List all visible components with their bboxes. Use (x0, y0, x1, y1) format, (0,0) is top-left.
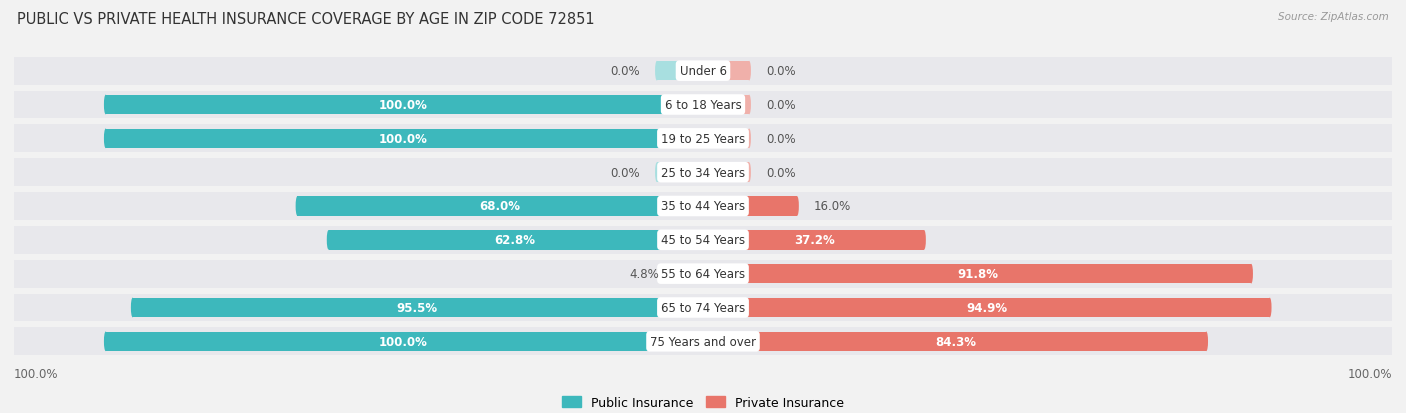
Text: 68.0%: 68.0% (479, 200, 520, 213)
Bar (703, 129, 749, 149)
Text: 25 to 34 Years: 25 to 34 Years (661, 166, 745, 179)
Bar (0, 91, 1406, 119)
Text: 62.8%: 62.8% (495, 234, 536, 247)
Text: 94.9%: 94.9% (967, 301, 1008, 314)
Bar (703, 197, 704, 216)
Text: Source: ZipAtlas.com: Source: ZipAtlas.com (1278, 12, 1389, 22)
Circle shape (655, 163, 658, 183)
Circle shape (675, 264, 678, 284)
Bar (703, 298, 704, 318)
Text: 55 to 64 Years: 55 to 64 Years (661, 268, 745, 280)
Circle shape (748, 163, 751, 183)
Bar (0, 58, 1406, 85)
Circle shape (1250, 264, 1253, 284)
Bar (0, 260, 1406, 288)
Text: Under 6: Under 6 (679, 65, 727, 78)
Bar (702, 163, 703, 183)
Text: 4.8%: 4.8% (630, 268, 659, 280)
Text: 100.0%: 100.0% (14, 367, 59, 380)
Text: 100.0%: 100.0% (380, 335, 427, 348)
Bar (0, 294, 1406, 322)
Text: 0.0%: 0.0% (610, 166, 640, 179)
Bar (105, 332, 703, 351)
Legend: Public Insurance, Private Insurance: Public Insurance, Private Insurance (557, 391, 849, 413)
Bar (703, 95, 704, 115)
Bar (703, 230, 924, 250)
Circle shape (922, 230, 927, 250)
Text: 95.5%: 95.5% (396, 301, 437, 314)
Bar (0, 159, 1406, 187)
Bar (702, 264, 703, 284)
Circle shape (1205, 332, 1208, 351)
Bar (703, 129, 704, 149)
Bar (702, 129, 703, 149)
Text: 16.0%: 16.0% (814, 200, 851, 213)
Circle shape (104, 332, 107, 351)
Text: 6 to 18 Years: 6 to 18 Years (665, 99, 741, 112)
Bar (0, 125, 1406, 153)
Bar (0, 226, 1406, 254)
Text: 45 to 54 Years: 45 to 54 Years (661, 234, 745, 247)
Text: 37.2%: 37.2% (794, 234, 835, 247)
Bar (703, 197, 797, 216)
Text: 91.8%: 91.8% (957, 268, 998, 280)
Circle shape (796, 197, 799, 216)
Bar (0, 192, 1406, 221)
Circle shape (748, 95, 751, 115)
Text: 19 to 25 Years: 19 to 25 Years (661, 133, 745, 145)
Circle shape (104, 95, 107, 115)
Bar (297, 197, 703, 216)
Text: 0.0%: 0.0% (610, 65, 640, 78)
Circle shape (748, 129, 751, 149)
Circle shape (1268, 298, 1271, 318)
Bar (657, 163, 703, 183)
Bar (703, 230, 704, 250)
Text: PUBLIC VS PRIVATE HEALTH INSURANCE COVERAGE BY AGE IN ZIP CODE 72851: PUBLIC VS PRIVATE HEALTH INSURANCE COVER… (17, 12, 595, 27)
Text: 0.0%: 0.0% (766, 65, 796, 78)
Text: 0.0%: 0.0% (766, 133, 796, 145)
Text: 84.3%: 84.3% (935, 335, 976, 348)
Circle shape (295, 197, 299, 216)
Circle shape (131, 298, 135, 318)
Bar (703, 332, 704, 351)
Bar (132, 298, 703, 318)
Bar (703, 264, 704, 284)
Text: 75 Years and over: 75 Years and over (650, 335, 756, 348)
Bar (702, 298, 703, 318)
Text: 35 to 44 Years: 35 to 44 Years (661, 200, 745, 213)
Circle shape (655, 62, 658, 81)
Text: 65 to 74 Years: 65 to 74 Years (661, 301, 745, 314)
Bar (703, 332, 1206, 351)
Bar (702, 197, 703, 216)
Bar (657, 62, 703, 81)
Bar (702, 62, 703, 81)
Circle shape (748, 62, 751, 81)
Bar (702, 332, 703, 351)
Bar (703, 95, 749, 115)
Bar (703, 163, 749, 183)
Bar (676, 264, 703, 284)
Bar (703, 298, 1270, 318)
Text: 100.0%: 100.0% (380, 99, 427, 112)
Text: 0.0%: 0.0% (766, 99, 796, 112)
Bar (703, 264, 1251, 284)
Bar (105, 129, 703, 149)
Bar (0, 328, 1406, 355)
Bar (703, 62, 704, 81)
Text: 100.0%: 100.0% (380, 133, 427, 145)
Bar (703, 62, 749, 81)
Text: 0.0%: 0.0% (766, 166, 796, 179)
Bar (703, 163, 704, 183)
Text: 100.0%: 100.0% (1347, 367, 1392, 380)
Bar (702, 230, 703, 250)
Bar (329, 230, 703, 250)
Circle shape (326, 230, 330, 250)
Circle shape (104, 129, 107, 149)
Bar (105, 95, 703, 115)
Bar (702, 95, 703, 115)
